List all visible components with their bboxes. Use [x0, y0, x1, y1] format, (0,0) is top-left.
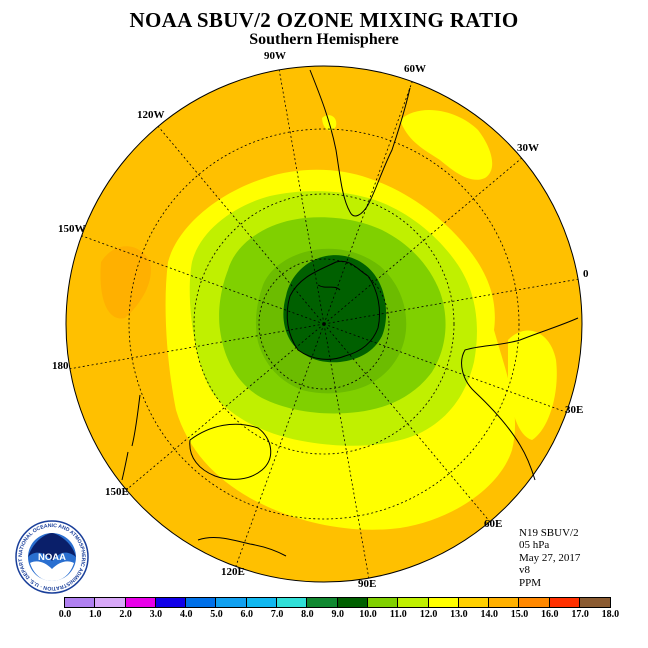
colorbar-tick-label: 1.0 [89, 609, 102, 620]
indonesia-coast [197, 537, 287, 557]
map-border [65, 65, 583, 583]
colorbar-segment [246, 598, 278, 607]
contour-12-13-east-lobe [508, 330, 557, 440]
lon-label-150e: 150E [105, 486, 129, 498]
lon-label-120e: 120E [221, 566, 245, 578]
australia-coast [189, 423, 272, 480]
lon-label-30w: 30W [517, 142, 539, 154]
units-label: PPM [519, 576, 542, 589]
lon-label-120w: 120W [137, 109, 165, 121]
colorbar-tick-label: 10.0 [359, 609, 377, 620]
colorbar-tick-label: 11.0 [389, 609, 407, 620]
colorbar-segment [307, 598, 338, 607]
colorbar-tick-label: 0.0 [58, 609, 72, 620]
lon-label-0: 0 [583, 268, 589, 280]
colorbar-tick-label: 9.0 [331, 609, 344, 620]
lon-label-90w: 90W [264, 50, 286, 62]
noaa-logo: NATIONAL OCEANIC AND ATMOSPHERIC ADMINIS… [14, 519, 89, 594]
colorbar-tick-label: 17.0 [571, 609, 589, 620]
colorbar-tick-label: 8.0 [301, 609, 314, 620]
colorbar [64, 597, 612, 608]
africa-coast [461, 317, 579, 481]
colorbar-segment [549, 598, 581, 607]
page-subtitle: Southern Hemisphere [249, 31, 399, 48]
colorbar-tick-label: 13.0 [450, 609, 468, 620]
colorbar-segment [367, 598, 399, 607]
product-info: N19 SBUV/2 05 hPa May 27, 2017 v8 PPM [519, 527, 580, 589]
colorbar-tick-label: 4.0 [179, 609, 193, 620]
colorbar-tick-label: 18.0 [601, 609, 620, 620]
colorbar-segment [277, 598, 308, 607]
colorbar-tick-label: 7.0 [270, 609, 284, 620]
satellite-label: N19 SBUV/2 [519, 527, 579, 539]
colorbar-tick-label: 15.0 [510, 609, 529, 620]
colorbar-segment [519, 598, 550, 607]
lon-label-60e: 60E [484, 518, 503, 530]
colorbar-tick-label: 14.0 [480, 609, 498, 620]
colorbar-tick-label: 16.0 [541, 609, 559, 620]
south-america-coast [309, 69, 411, 217]
lon-label-60w: 60W [404, 63, 426, 75]
antarctica-coast [286, 260, 381, 360]
date-label: May 27, 2017 [519, 551, 581, 564]
colorbar-ticks: 0.0 1.0 2.0 3.0 4.0 5.0 6.0 7.0 8.0 9.0 10.0 11.0 12… [0, 609, 648, 623]
colorbar-tick-label: 5.0 [210, 609, 223, 620]
logo-text: NOAA [38, 552, 66, 563]
colorbar-segment [337, 598, 368, 607]
colorbar-segment [580, 598, 611, 607]
colorbar-segment [398, 598, 429, 607]
contour-above-10 [283, 255, 387, 363]
lon-label-90e: 90E [358, 578, 377, 590]
colorbar-segment [489, 598, 520, 607]
colorbar-segment [155, 598, 187, 607]
colorbar-segment [428, 598, 459, 607]
colorbar-tick-label: 12.0 [419, 609, 438, 620]
colorbar-tick-label: 2.0 [119, 609, 132, 620]
colorbar-segment [125, 598, 156, 607]
colorbar-segment [216, 598, 247, 607]
version-label: v8 [519, 564, 530, 577]
colorbar-segment [95, 598, 126, 607]
lon-label-30e: 30E [565, 404, 584, 416]
colorbar-tick-label: 6.0 [240, 609, 254, 620]
lon-label-180: 180 [52, 360, 69, 372]
lon-label-150w: 150W [58, 223, 86, 235]
new-zealand-coast [121, 394, 141, 481]
graticule [69, 69, 579, 579]
colorbar-segment [458, 598, 490, 607]
page-title: NOAA SBUV/2 OZONE MIXING RATIO [129, 8, 519, 32]
contour-12-13-ne-lobe [400, 109, 493, 180]
contour-12-13-west [100, 246, 151, 319]
pressure-label: 05 hPa [519, 539, 550, 552]
coastlines [121, 69, 579, 557]
colorbar-tick-label: 3.0 [149, 609, 163, 620]
colorbar-segment [65, 598, 96, 607]
colorbar-segment [186, 598, 217, 607]
